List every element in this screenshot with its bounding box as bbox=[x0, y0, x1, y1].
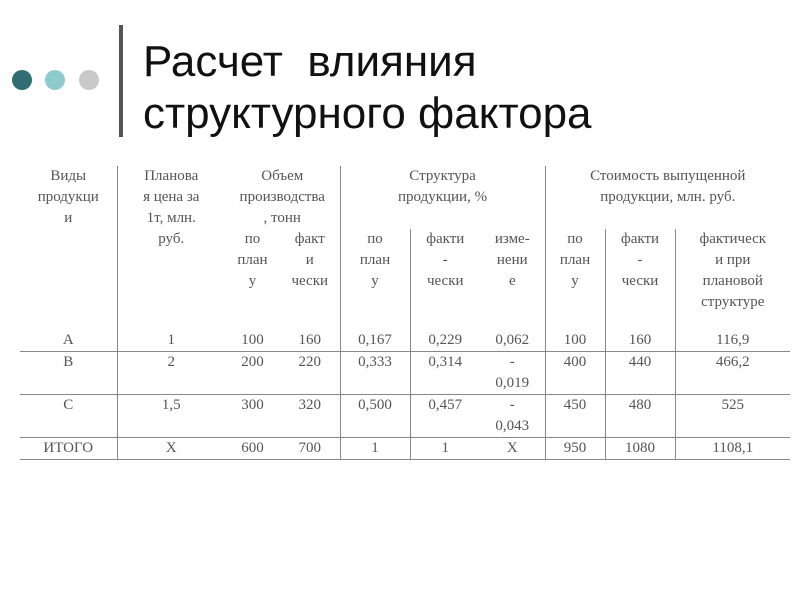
header-structure: Структура продукции, % bbox=[339, 166, 546, 229]
cell: 1 bbox=[116, 330, 225, 352]
table-row: С 1,5 300 320 0,500 0,457 - 0,043 450 48… bbox=[20, 394, 791, 438]
cell: 400 bbox=[544, 351, 606, 395]
cell: С bbox=[20, 394, 117, 438]
header-price: Планова я цена за 1т, млн. руб. bbox=[116, 166, 225, 330]
cell: 440 bbox=[604, 351, 676, 395]
cell: 0,314 bbox=[409, 351, 481, 395]
cell: 1 bbox=[339, 437, 411, 460]
decor-dot-gray bbox=[79, 70, 99, 90]
cell: 0,333 bbox=[339, 351, 411, 395]
decor-dot-light bbox=[45, 70, 65, 90]
cell: 450 bbox=[544, 394, 606, 438]
header-str-plan: по план у bbox=[339, 229, 411, 330]
cell: В bbox=[20, 351, 117, 395]
cell: 466,2 bbox=[674, 351, 791, 395]
cell: ИТОГО bbox=[20, 437, 117, 460]
slide-title: Расчет влияния структурного фактора bbox=[143, 36, 592, 140]
cell: 0,229 bbox=[409, 330, 481, 352]
cell: 0,167 bbox=[339, 330, 411, 352]
cell: 950 bbox=[544, 437, 606, 460]
cell: 525 bbox=[674, 394, 791, 438]
cell: 220 bbox=[280, 351, 341, 395]
header-cost: Стоимость выпущенной продукции, млн. руб… bbox=[544, 166, 791, 229]
cell: 0,500 bbox=[339, 394, 411, 438]
cell: 160 bbox=[280, 330, 341, 352]
cell: 1108,1 bbox=[674, 437, 791, 460]
header-volume: Объем производства , тонн bbox=[239, 168, 325, 226]
decor-dot-dark bbox=[12, 70, 32, 90]
cell: Х bbox=[116, 437, 225, 460]
cell: 116,9 bbox=[674, 330, 791, 352]
cell: А bbox=[20, 330, 117, 352]
header-cost-plan: по план у bbox=[544, 229, 606, 330]
cell: 700 bbox=[280, 437, 341, 460]
cell: 300 bbox=[225, 394, 280, 438]
cell: 0,062 bbox=[480, 330, 546, 352]
cell: - 0,043 bbox=[480, 394, 546, 438]
title-divider bbox=[119, 25, 123, 137]
header-str-fact: факти - чески bbox=[409, 229, 481, 330]
cell: Х bbox=[480, 437, 546, 460]
cell: 320 bbox=[280, 394, 341, 438]
table-row-total: ИТОГО Х 600 700 1 1 Х 950 1080 1108,1 bbox=[20, 437, 791, 460]
structure-factor-table: Виды продукци и Планова я цена за 1т, мл… bbox=[20, 166, 791, 460]
cell: - 0,019 bbox=[480, 351, 546, 395]
cell: 1,5 bbox=[116, 394, 225, 438]
table-row: А 1 100 160 0,167 0,229 0,062 100 160 11… bbox=[20, 330, 791, 352]
header-kind: Виды продукци и bbox=[37, 168, 99, 226]
cell: 100 bbox=[225, 330, 280, 352]
header-cost-fact: факти - чески bbox=[604, 229, 676, 330]
header-str-change: изме- нени е bbox=[494, 231, 530, 289]
header-row-2: по план у факт и чески по план у факти -… bbox=[20, 229, 791, 330]
cell: 0,457 bbox=[409, 394, 481, 438]
header-vol-fact: факт и чески bbox=[291, 231, 329, 289]
cell: 100 bbox=[544, 330, 606, 352]
title-line-2: структурного фактора bbox=[143, 89, 592, 138]
header-row-1: Виды продукци и Планова я цена за 1т, мл… bbox=[20, 166, 791, 330]
cell: 200 bbox=[225, 351, 280, 395]
cell: 2 bbox=[116, 351, 225, 395]
cell: 1080 bbox=[604, 437, 676, 460]
cell: 160 bbox=[604, 330, 676, 352]
table-row: В 2 200 220 0,333 0,314 - 0,019 400 440 … bbox=[20, 351, 791, 395]
header-vol-plan: по план у bbox=[237, 231, 268, 289]
title-line-1: Расчет влияния bbox=[143, 37, 477, 86]
cell: 600 bbox=[225, 437, 280, 460]
cell: 1 bbox=[409, 437, 481, 460]
header-cost-fact-planstruct: фактическ и при плановой структуре bbox=[674, 229, 791, 330]
cell: 480 bbox=[604, 394, 676, 438]
